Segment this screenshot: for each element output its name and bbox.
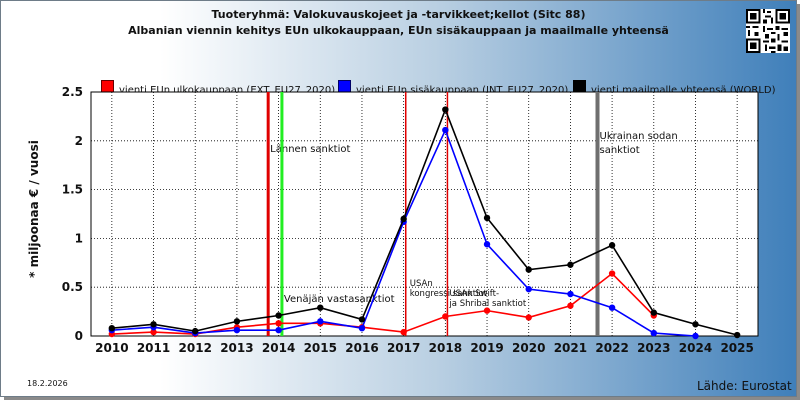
data-point-ext — [567, 302, 574, 309]
x-tick-label: 2022 — [595, 341, 628, 355]
x-tick-label: 2014 — [262, 341, 295, 355]
x-tick-label: 2024 — [679, 341, 712, 355]
legend-label-world: vienti maailmalle yhteensä (WORLD) — [591, 85, 776, 96]
data-point-ext — [483, 307, 491, 314]
y-tick-label: 0.5 — [62, 280, 83, 294]
data-point-int — [317, 318, 324, 325]
data-point-world — [358, 316, 366, 323]
annotation-label-sanctions-west: Lännen sanktiot — [270, 144, 350, 155]
data-point-world — [317, 304, 324, 311]
y-tick-label: 1 — [75, 231, 83, 245]
annotation-label-usa-swift: USAn Swift- — [449, 289, 499, 299]
x-tick-label: 2010 — [95, 341, 128, 355]
data-point-int — [608, 304, 616, 311]
y-tick-label: 1.5 — [62, 183, 83, 197]
annotation-label-ukraine-war: sanktiot — [600, 145, 640, 156]
data-point-world — [400, 215, 407, 223]
source-label: Lähde: Eurostat — [697, 379, 792, 393]
data-point-world — [483, 214, 491, 222]
data-point-ext — [400, 328, 407, 336]
annotation-label-usa-swift: ja Shribal sanktiot — [448, 299, 526, 309]
data-point-world — [108, 324, 116, 332]
x-tick-label: 2018 — [429, 341, 462, 355]
x-tick-label: 2021 — [554, 341, 587, 355]
data-point-int — [483, 241, 491, 248]
data-point-world — [650, 309, 657, 316]
data-point-world — [525, 266, 532, 273]
series-line-world — [111, 107, 738, 336]
x-tick-label: 2025 — [720, 341, 753, 355]
data-point-int — [567, 290, 574, 298]
annotation-label-usa-congress: USAn — [410, 279, 433, 289]
chart-title: Tuoteryhmä: Valokuvauskojeet ja -tarvikk… — [211, 8, 586, 21]
plot-area — [90, 91, 759, 337]
data-point-world — [150, 321, 157, 328]
legend-label-int: vienti EUn sisäkauppaan (INT_EU27_2020) — [356, 85, 569, 96]
data-point-int — [650, 329, 657, 337]
chart-subtitle: Albanian viennin kehitys EUn ulkokauppaa… — [128, 24, 669, 37]
data-point-world — [192, 327, 199, 335]
annotation-label-usa-congress: kongressi sanktiot — [410, 289, 488, 299]
date-stamp: 18.2.2026 — [27, 379, 68, 388]
annotation-label-russia-counter: Venäjän vastasanktiot — [284, 294, 395, 305]
x-tick-label: 2012 — [179, 341, 212, 355]
data-point-int — [442, 126, 449, 134]
x-tick-label: 2015 — [304, 341, 337, 355]
x-tick-label: 2011 — [137, 341, 170, 355]
data-point-world — [733, 331, 741, 339]
data-point-ext — [150, 328, 157, 336]
legend-label-ext: vienti EUn ulkokauppaan (EXT_EU27_2020) — [119, 85, 336, 96]
x-tick-label: 2019 — [470, 341, 503, 355]
y-tick-label: 0 — [75, 329, 83, 343]
data-point-int — [525, 285, 532, 293]
y-tick-label: 2 — [75, 134, 83, 148]
x-tick-label: 2017 — [387, 341, 420, 355]
x-tick-label: 2013 — [220, 341, 253, 355]
data-point-world — [567, 261, 574, 268]
data-point-ext — [442, 313, 449, 320]
x-tick-label: 2020 — [512, 341, 545, 355]
x-tick-label: 2016 — [345, 341, 378, 355]
annotation-label-ukraine-war: Ukrainan sodan — [600, 131, 678, 142]
data-point-world — [442, 106, 449, 113]
data-point-world — [608, 242, 616, 249]
data-point-int — [233, 326, 241, 334]
y-tick-label: 2.5 — [62, 85, 83, 99]
data-point-int — [358, 324, 366, 332]
data-point-ext — [608, 270, 616, 277]
data-point-int — [275, 326, 282, 334]
qr-code-icon — [746, 9, 790, 53]
data-point-world — [275, 312, 282, 319]
x-tick-label: 2023 — [637, 341, 670, 355]
data-point-ext — [525, 314, 532, 321]
data-point-ext — [275, 320, 282, 327]
data-point-world — [233, 318, 241, 325]
data-point-int — [692, 332, 699, 340]
data-point-world — [692, 321, 699, 328]
